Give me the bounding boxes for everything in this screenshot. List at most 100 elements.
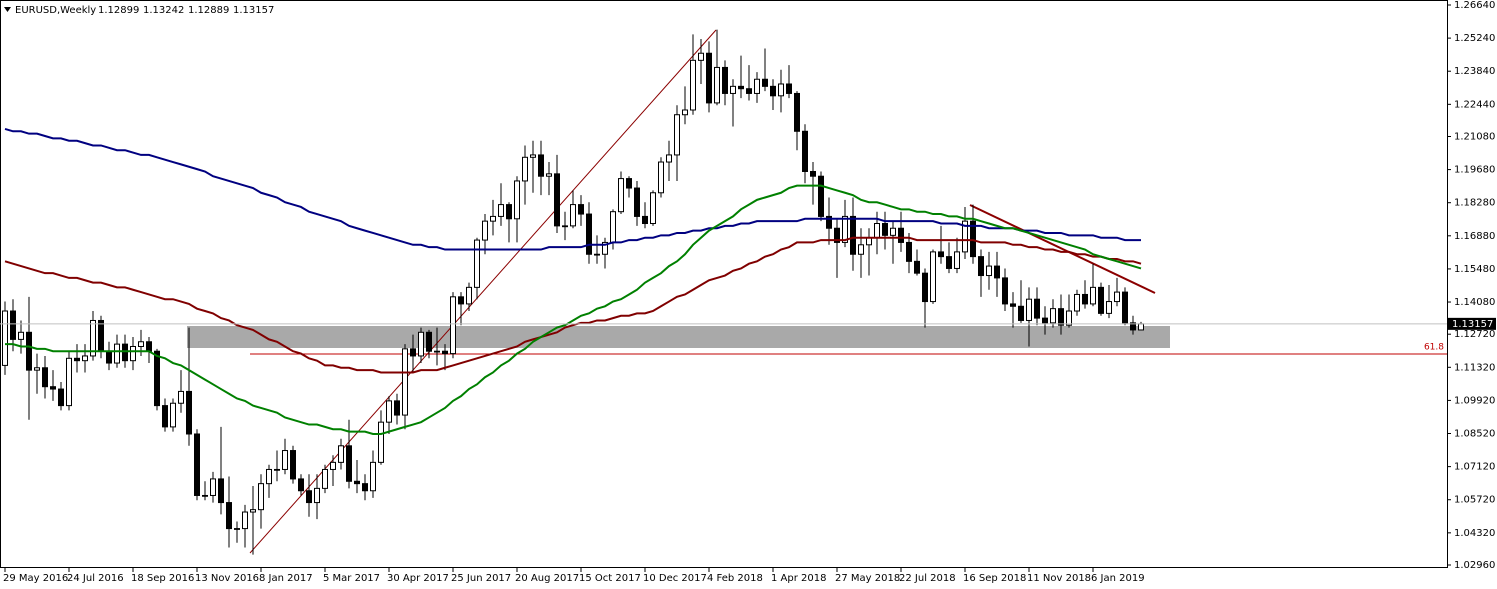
candle-body [370,461,376,492]
candle-body [834,227,840,243]
y-tick-label: 1.16880 [1454,231,1495,242]
candle-body [1074,293,1080,312]
candle-body [106,350,112,364]
candle-body [162,405,168,428]
candle-body [610,211,616,243]
y-tick-label: 1.02960 [1454,560,1495,571]
candle-body [746,88,752,94]
candle-body [922,272,928,303]
candle-body [1002,277,1008,305]
y-tick-label: 1.23840 [1454,66,1495,77]
candle-body [986,265,992,277]
candle-body [706,52,712,104]
candle-body [1082,293,1088,305]
price-label: 1.13157 [1452,319,1493,330]
candle-body [914,260,920,274]
candle-body [362,483,368,492]
x-tick-label: 29 May 2016 [3,573,68,584]
candle-body [154,350,160,407]
candle-body [754,78,760,94]
x-tick-label: 16 Sep 2018 [963,573,1026,584]
marks [2,29,1447,555]
candle-body [530,154,536,158]
candle-body [242,511,248,530]
y-tick-label: 1.11320 [1454,362,1495,373]
candle-body [170,402,176,428]
candle-body [738,85,744,90]
plot-frame [0,0,1448,568]
menu-arrow [4,7,11,12]
x-tick-label: 30 Apr 2017 [387,573,449,584]
header-close: 1.13157 [233,5,274,16]
candle-body [10,310,16,340]
y-tick-label: 1.22440 [1454,99,1495,110]
candle-body [850,215,856,255]
x-tick-label: 1 Apr 2018 [771,573,826,584]
candle-body [474,239,480,288]
candle-body [290,450,296,480]
candle-body [138,341,144,347]
candle-body [258,483,264,511]
candle-body [890,227,896,236]
candle-body [930,251,936,303]
candle-body [306,490,312,504]
candle-body [802,130,808,172]
candle-body [978,256,984,277]
candle-body [34,367,40,371]
candle-body [906,241,912,262]
candle-body [194,433,200,496]
candle-body [594,253,600,256]
candle-body [650,192,656,225]
header-open: 1.12899 [98,5,139,16]
candle-body [1010,303,1016,307]
y-tick-label: 1.12720 [1454,329,1495,340]
candle-body [90,319,96,357]
x-tick-label: 10 Dec 2017 [643,573,707,584]
candle-body [186,390,192,435]
candle-body [714,66,720,104]
candle-body [442,350,448,355]
candle-body [338,445,344,463]
candle-body [570,204,576,227]
candle-body [1130,322,1136,331]
candle-body [42,367,48,388]
candle-body [282,450,288,470]
candle-body [562,225,568,228]
candle-body [874,223,880,239]
candle-body [1138,323,1144,331]
x-tick-label: 20 Aug 2017 [515,573,579,584]
x-tick-label: 15 Oct 2017 [579,573,641,584]
price-box [1448,317,1496,330]
y-tick-label: 1.04320 [1454,528,1495,539]
support-zone [187,326,1170,348]
candle-body [698,52,704,61]
x-tick-label: 8 Jan 2017 [259,573,313,584]
candle-body [130,345,136,362]
candle-body [546,173,552,177]
candle-body [690,59,696,111]
candle-body [146,341,152,352]
moving-average [4,236,1142,374]
x-tick-label: 11 Nov 2018 [1027,573,1091,584]
candle-body [858,244,864,255]
candle-body [426,331,432,352]
candle-body [466,286,472,305]
candle-body [386,400,392,423]
candle-body [418,331,424,357]
candle-body [1066,310,1072,326]
candle-body [450,296,456,355]
candle-body [826,215,832,229]
candle-body [1106,301,1112,314]
candle-body [274,468,280,471]
candle-body [586,213,592,255]
y-tick-label: 1.05720 [1454,495,1495,506]
candle-body [642,215,648,225]
candle-body [74,357,80,362]
y-tick-label: 1.09920 [1454,395,1495,406]
candle-body [506,204,512,220]
y-tick-label: 1.25240 [1454,33,1495,44]
x-tick-label: 27 May 2018 [835,573,900,584]
candle-body [658,161,664,194]
candle-body [226,502,232,530]
